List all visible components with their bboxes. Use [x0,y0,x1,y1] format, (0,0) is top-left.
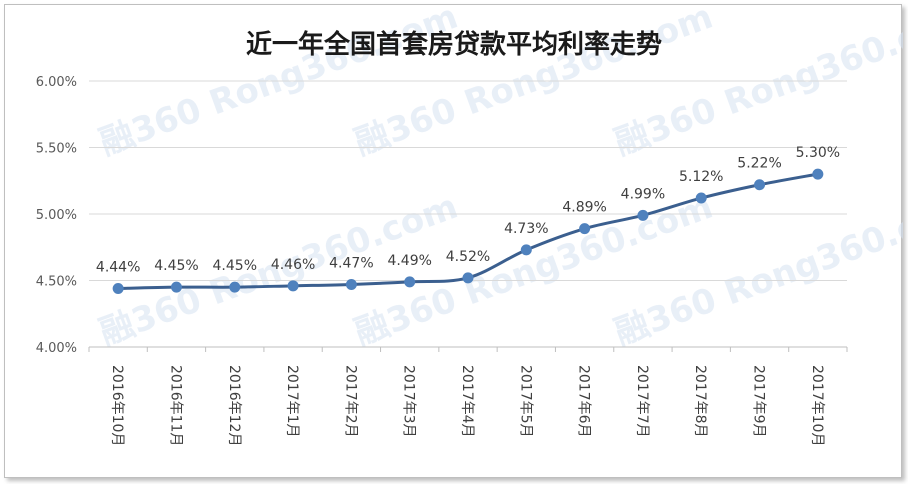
y-tick-label: 6.00% [36,75,77,90]
data-point [520,244,532,256]
data-label: 4.47% [329,255,373,271]
y-tick-label: 5.50% [36,142,77,157]
x-tick-label: 2017年7月 [634,365,650,438]
data-point [579,223,591,235]
data-point [229,281,241,293]
data-label: 4.99% [621,186,665,202]
data-point [637,209,649,221]
x-axis: 2016年10月 2016年11月 2016年12月 2017年1月 2017年2月 20… [88,346,848,446]
y-tick-label: 4.00% [36,341,77,356]
data-labels: 4.44% 4.45% 4.45% 4.46% 4.47% 4.49% 4.52% 4.73%… [96,145,840,275]
chart-frame: 融360 Rong360.com 融360 Rong360.com 融360 Ron… [4,4,903,478]
data-label: 4.49% [387,253,431,269]
data-label: 5.12% [679,169,723,185]
data-label: 4.73% [504,221,548,237]
x-tick-label: 2017年2月 [342,365,358,438]
data-point [170,281,182,293]
x-tick-label: 2017年3月 [401,365,417,438]
x-tick-label: 2017年1月 [284,365,300,438]
data-point [404,276,416,288]
x-tick-label: 2016年10月 [109,365,125,446]
y-tick-label: 5.00% [36,208,77,223]
y-axis: 4.00% 4.50% 5.00% 5.50% 6.00% [36,75,77,356]
data-point [345,278,357,290]
data-point [462,272,474,284]
data-label: 4.46% [271,257,315,273]
data-point [812,168,824,180]
data-label: 5.30% [796,145,840,161]
data-point [112,282,124,294]
data-label: 4.45% [154,258,198,274]
chart-title: 近一年全国首套房贷款平均利率走势 [246,29,662,60]
data-label: 5.22% [737,156,781,172]
x-tick-label: 2017年4月 [459,365,475,438]
y-tick-label: 4.50% [36,275,77,290]
data-point [754,179,766,191]
data-point [695,192,707,204]
data-point [287,280,299,292]
x-tick-label: 2017年10月 [809,365,825,446]
data-label: 4.45% [213,258,257,274]
data-label: 4.44% [96,259,140,275]
x-tick-label: 2016年12月 [226,365,242,446]
data-label: 4.89% [562,200,606,216]
x-tick-label: 2016年11月 [167,365,183,446]
x-tick-label: 2017年8月 [692,365,708,438]
series-layer [112,168,824,294]
data-label: 4.52% [446,249,490,265]
x-tick-label: 2017年6月 [576,365,592,438]
x-tick-label: 2017年9月 [751,365,767,438]
x-tick-label: 2017年5月 [517,365,533,438]
